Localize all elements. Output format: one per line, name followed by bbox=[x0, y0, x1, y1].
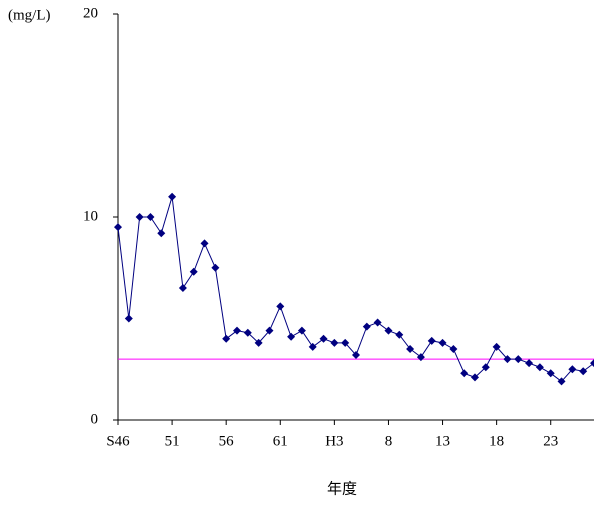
point bbox=[395, 330, 404, 339]
point bbox=[319, 334, 328, 343]
point bbox=[352, 351, 360, 360]
y-axis-label: (mg/L) bbox=[8, 7, 51, 23]
x-tick-label: H3 bbox=[325, 433, 343, 449]
point bbox=[168, 192, 177, 201]
point bbox=[481, 363, 490, 372]
point bbox=[362, 322, 371, 331]
point bbox=[416, 353, 425, 362]
point bbox=[308, 342, 317, 351]
point bbox=[525, 359, 534, 368]
point bbox=[135, 213, 144, 221]
point bbox=[200, 239, 209, 248]
x-tick-label: 23 bbox=[543, 433, 558, 449]
point bbox=[471, 373, 479, 382]
point bbox=[189, 267, 198, 276]
point bbox=[427, 336, 436, 345]
point bbox=[384, 326, 393, 335]
point bbox=[406, 344, 415, 353]
point bbox=[546, 369, 555, 378]
x-tick-label: 51 bbox=[165, 433, 180, 449]
x-tick-label: 13 bbox=[435, 433, 450, 449]
point bbox=[254, 338, 263, 347]
x-tick-label: S46 bbox=[106, 433, 130, 449]
point bbox=[460, 369, 469, 378]
point bbox=[222, 334, 231, 343]
point bbox=[590, 359, 594, 368]
x-tick-label: 18 bbox=[489, 433, 504, 449]
point bbox=[124, 314, 133, 323]
point bbox=[503, 355, 512, 364]
point bbox=[373, 318, 382, 327]
y-tick-label: 20 bbox=[83, 5, 98, 21]
point bbox=[178, 284, 187, 293]
x-tick-label: 61 bbox=[273, 433, 288, 449]
point bbox=[146, 213, 155, 221]
x-axis-label: 年度 bbox=[327, 480, 357, 497]
point bbox=[557, 377, 566, 386]
point bbox=[297, 326, 306, 335]
point bbox=[243, 328, 252, 337]
point bbox=[568, 365, 577, 374]
point bbox=[449, 344, 458, 353]
point bbox=[492, 342, 501, 351]
point bbox=[438, 338, 447, 347]
point bbox=[157, 229, 166, 238]
point bbox=[514, 355, 523, 364]
point bbox=[265, 326, 274, 335]
point bbox=[211, 263, 220, 272]
y-tick-label: 10 bbox=[83, 208, 98, 224]
point bbox=[276, 302, 285, 311]
x-tick-label: 8 bbox=[385, 433, 393, 449]
point bbox=[114, 223, 122, 232]
point bbox=[579, 367, 588, 376]
point bbox=[233, 326, 241, 335]
point bbox=[330, 338, 339, 347]
x-tick-label: 56 bbox=[219, 433, 235, 449]
y-tick-label: 0 bbox=[91, 411, 99, 427]
point bbox=[535, 363, 544, 372]
point bbox=[341, 338, 350, 347]
point bbox=[287, 332, 296, 341]
